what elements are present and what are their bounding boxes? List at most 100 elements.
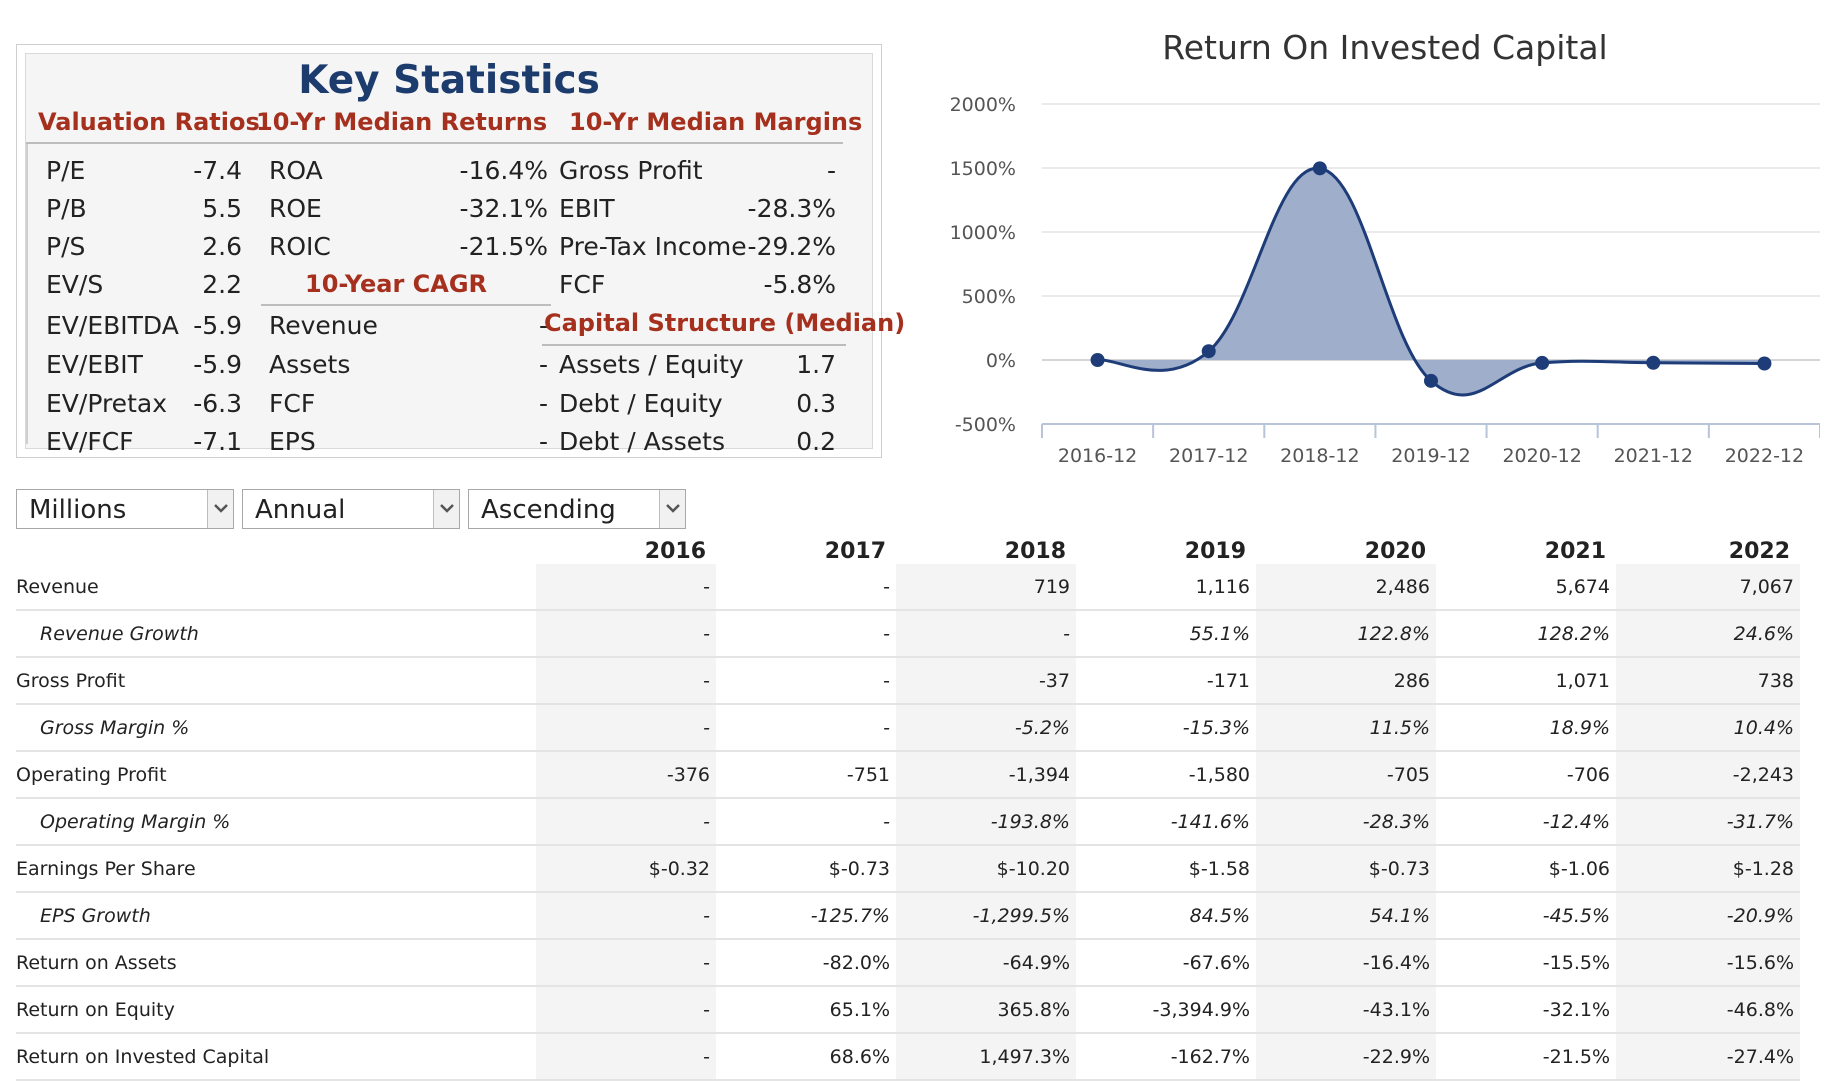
valuation-label: EV/Pretax [46,389,167,418]
margins-label: EBIT [559,194,615,223]
chevron-down-icon[interactable] [659,490,685,528]
chevron-down-icon[interactable] [433,490,459,528]
row-label: Operating Profit [16,751,536,799]
table-row: Gross Profit - - -37 -171 286 1,071 738 [16,657,1800,705]
valuation-label: P/B [46,194,87,223]
capital-label: Assets / Equity [559,350,744,379]
capital-label: Debt / Equity [559,389,723,418]
order-select[interactable]: Ascending [468,489,686,529]
y-tick-label: 1500% [950,158,1016,180]
row-label: Return on Invested Capital [16,1033,536,1081]
year-header: 2019 [1184,539,1246,564]
table-cell: 1,116 [1076,564,1256,611]
row-label: Return on Equity [16,986,536,1034]
roic-chart: 2000% 1500% 1000% 500% 0% -500% 2016-12 2017-12… [950,94,1820,467]
table-cell: -64.9% [896,939,1076,987]
chart-title: Return On Invested Capital [1162,28,1608,67]
table-cell: 5,674 [1436,564,1616,611]
table-cell: - [536,892,716,940]
table-row: EPS Growth - -125.7% -1,299.5% 84.5% 54.1% -45… [16,892,1800,940]
table-row: Return on Assets - -82.0% -64.9% -67.6% -16.4… [16,939,1800,987]
year-header: 2020 [1364,539,1426,564]
table-cell: - [536,1033,716,1081]
table-cell: $-1.28 [1616,845,1800,893]
table-cell: 365.8% [896,986,1076,1034]
valuation-value: -7.4 [193,156,242,185]
table-cell: -82.0% [716,939,896,987]
valuation-ratios-header: Valuation Ratios [38,108,260,136]
units-select[interactable]: Millions [16,489,234,529]
capital-value: 0.2 [796,427,836,456]
row-label: EPS Growth [16,892,536,940]
table-cell: 24.6% [1616,610,1800,658]
table-cell: 2,486 [1256,564,1436,611]
table-cell: 719 [896,564,1076,611]
cagr-value: - [538,389,548,418]
table-cell: -171 [1076,657,1256,705]
row-label: Revenue [16,564,536,611]
row-label: Return on Assets [16,939,536,987]
chevron-down-icon[interactable] [207,490,233,528]
valuation-label: EV/EBITDA [46,311,179,340]
table-cell: -28.3% [1256,798,1436,846]
valuation-value: 2.2 [202,270,242,299]
table-cell: - [536,657,716,705]
x-tick-label: 2021-12 [1614,445,1693,467]
table-cell: - [536,564,716,611]
year-header-row: 2016 2017 2018 2019 2020 2021 2022 [16,530,1800,564]
label-header [16,530,536,564]
table-row: Operating Margin % - - -193.8% -141.6% -28.3%… [16,798,1800,846]
y-tick-label: 2000% [950,94,1016,116]
table-row: Revenue Growth - - -55.1% 122.8% 128.2% 24.6% [16,610,1800,658]
table-cell: - [536,939,716,987]
table-cell: 128.2% [1436,610,1616,658]
valuation-value: -5.9 [193,311,242,340]
table-cell: - [896,610,1076,658]
row-label: Gross Margin % [16,704,536,752]
table-cell: -1,580 [1076,751,1256,799]
table-cell: -45.5% [1436,892,1616,940]
key-statistics-panel: Key Statistics Valuation Ratios 10-Yr Me… [16,44,905,458]
table-row: Operating Profit -376 -751 -1,394 -1,580 -705… [16,751,1800,799]
table-cell: -43.1% [1256,986,1436,1034]
table-cell: 10.4% [1616,704,1800,752]
key-statistics-inner: Key Statistics Valuation Ratios 10-Yr Me… [25,53,905,456]
cagr-label: FCF [269,389,316,418]
table-cell: -37 [896,657,1076,705]
table-cell: -3,394.9% [1076,986,1256,1034]
x-tick-label: 2018-12 [1280,445,1359,467]
table-cell: -2,243 [1616,751,1800,799]
table-cell: -5.2% [896,704,1076,752]
table-cell: 68.6% [716,1033,896,1081]
table-cell: -15.6% [1616,939,1800,987]
table-cell: 7,067 [1616,564,1800,611]
left-border [26,144,28,444]
capital-value: 1.7 [796,350,836,379]
table-cell: -21.5% [1436,1033,1616,1081]
margins-label: Gross Profit [559,156,703,185]
margins-value: -29.2% [747,232,836,261]
table-cell: - [536,798,716,846]
table-cell: -32.1% [1436,986,1616,1034]
table-cell: - [716,704,896,752]
table-cell: 1,497.3% [896,1033,1076,1081]
capital-divider [542,344,846,346]
capital-value: 0.3 [796,389,836,418]
table-cell: -376 [536,751,716,799]
series-area [1097,168,1765,395]
table-cell: -141.6% [1076,798,1256,846]
median-returns-header: 10-Yr Median Returns [256,108,548,136]
table-cell: -31.7% [1616,798,1800,846]
valuation-label: EV/EBIT [46,350,143,379]
x-tick-label: 2019-12 [1391,445,1470,467]
year-header: 2022 [1728,539,1790,564]
table-cell: - [716,657,896,705]
table-cell: -46.8% [1616,986,1800,1034]
data-point [1424,373,1438,388]
units-select-value: Millions [29,495,127,525]
table-cell: -67.6% [1076,939,1256,987]
period-select[interactable]: Annual [242,489,460,529]
table-cell: - [536,610,716,658]
row-label: Gross Profit [16,657,536,705]
y-tick-label: -500% [955,414,1016,436]
